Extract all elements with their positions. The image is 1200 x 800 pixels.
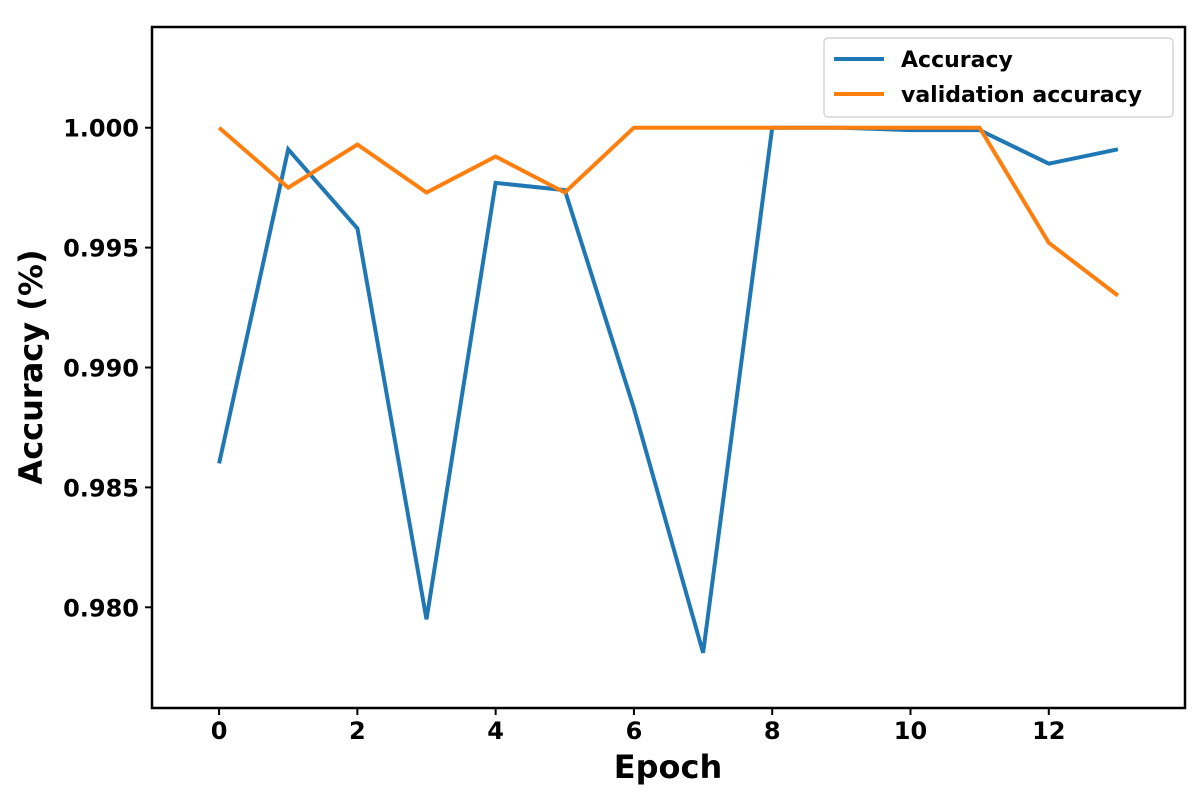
y-axis: 0.980 0.985 0.990 0.995 1.000 — [63, 115, 152, 622]
y-tick-label: 0.990 — [63, 355, 139, 383]
legend-box — [823, 37, 1174, 118]
x-tick-label: 0 — [211, 717, 228, 745]
series-layer — [217, 125, 1120, 654]
x-axis: 0 2 4 6 8 10 12 — [211, 708, 1065, 745]
x-tick-label: 2 — [349, 717, 366, 745]
series-line-validation-accuracy — [217, 125, 1120, 298]
y-axis-title: Accuracy (%) — [12, 249, 50, 484]
plot-background — [152, 27, 1185, 708]
series-line-accuracy — [217, 125, 1119, 654]
x-tick-label: 10 — [894, 717, 927, 745]
x-tick-label: 4 — [487, 717, 504, 745]
legend-label-accuracy: Accuracy — [901, 48, 1013, 73]
x-tick-label: 8 — [764, 717, 781, 745]
x-axis-title: Epoch — [614, 748, 723, 786]
y-tick-label: 0.985 — [63, 474, 139, 502]
legend: Accuracy validation accuracy — [823, 37, 1174, 118]
x-tick-label: 6 — [626, 717, 643, 745]
legend-label-validation-accuracy: validation accuracy — [901, 83, 1142, 108]
y-tick-label: 0.980 — [63, 594, 139, 622]
x-tick-label: 12 — [1032, 717, 1065, 745]
y-tick-label: 0.995 — [63, 235, 139, 263]
y-tick-label: 1.000 — [63, 115, 139, 143]
